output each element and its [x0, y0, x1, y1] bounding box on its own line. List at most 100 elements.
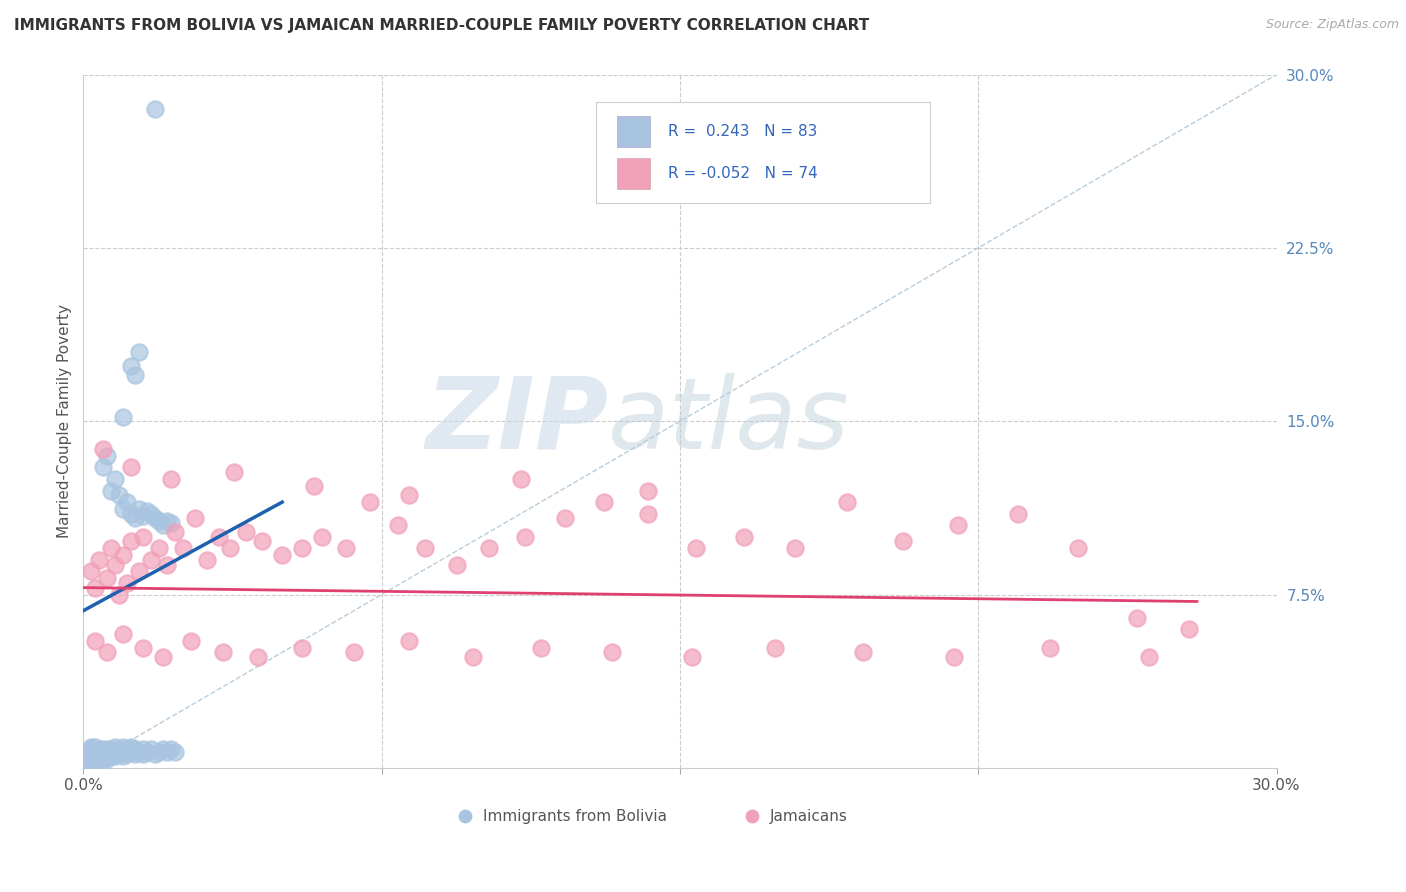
Point: [252, 534, 274, 549]
Point: [143, 102, 166, 116]
Point: [530, 640, 553, 655]
Point: [172, 541, 194, 556]
FancyBboxPatch shape: [596, 103, 931, 202]
Point: [685, 541, 707, 556]
Point: [136, 504, 159, 518]
Point: [84, 581, 107, 595]
Point: [84, 754, 107, 768]
Point: [84, 752, 107, 766]
Point: [637, 507, 659, 521]
Point: [124, 368, 146, 382]
Point: [91, 747, 114, 761]
Point: [100, 541, 122, 556]
Point: [159, 472, 181, 486]
Point: [84, 747, 107, 761]
Point: [156, 745, 179, 759]
Point: [100, 749, 122, 764]
Point: [120, 460, 142, 475]
Point: [891, 534, 914, 549]
Point: [120, 359, 142, 373]
Y-axis label: Married-Couple Family Poverty: Married-Couple Family Poverty: [58, 304, 72, 538]
Point: [478, 541, 501, 556]
Point: [1007, 507, 1029, 521]
Point: [219, 541, 242, 556]
Point: [1137, 650, 1160, 665]
Point: [852, 645, 875, 659]
Point: [84, 745, 107, 759]
Point: [96, 752, 118, 766]
Point: [108, 588, 131, 602]
Point: [80, 745, 103, 759]
Point: [84, 749, 107, 764]
Point: [115, 576, 138, 591]
Point: [554, 511, 576, 525]
Point: [163, 525, 186, 540]
Point: [96, 449, 118, 463]
Point: [115, 747, 138, 761]
Point: [112, 548, 135, 562]
Point: [120, 745, 142, 759]
Text: Jamaicans: Jamaicans: [769, 809, 848, 824]
Point: [112, 409, 135, 424]
Point: [91, 749, 114, 764]
Point: [104, 745, 127, 759]
Point: [785, 541, 807, 556]
Point: [91, 442, 114, 456]
Point: [96, 745, 118, 759]
Point: [835, 495, 858, 509]
Point: [195, 553, 218, 567]
Point: [120, 740, 142, 755]
Point: [115, 495, 138, 509]
Point: [76, 754, 98, 768]
Point: [1066, 541, 1088, 556]
Point: [247, 650, 270, 665]
Point: [152, 650, 174, 665]
Point: [80, 752, 103, 766]
Point: [271, 548, 294, 562]
Point: [91, 742, 114, 756]
Point: [132, 508, 155, 523]
Point: [359, 495, 381, 509]
Point: [89, 553, 111, 567]
Point: [311, 530, 333, 544]
Point: [224, 465, 246, 479]
Text: ZIP: ZIP: [426, 373, 609, 470]
Text: R =  0.243   N = 83: R = 0.243 N = 83: [668, 124, 817, 139]
Point: [84, 633, 107, 648]
Point: [112, 502, 135, 516]
Point: [124, 747, 146, 761]
Point: [343, 645, 366, 659]
Text: Source: ZipAtlas.com: Source: ZipAtlas.com: [1265, 18, 1399, 31]
Point: [112, 745, 135, 759]
Point: [108, 488, 131, 502]
Point: [128, 502, 150, 516]
Point: [76, 749, 98, 764]
Point: [96, 749, 118, 764]
Point: [120, 507, 142, 521]
Point: [104, 749, 127, 764]
Point: [398, 633, 420, 648]
Point: [91, 745, 114, 759]
Point: [387, 518, 409, 533]
Point: [159, 742, 181, 756]
Point: [509, 472, 531, 486]
Point: [112, 749, 135, 764]
Bar: [617, 158, 650, 189]
Point: [637, 483, 659, 498]
Point: [104, 558, 127, 572]
Point: [143, 747, 166, 761]
Point: [302, 479, 325, 493]
Point: [80, 740, 103, 755]
Point: [89, 742, 111, 756]
Point: [1178, 622, 1201, 636]
Point: [136, 745, 159, 759]
Point: [89, 752, 111, 766]
Point: [156, 558, 179, 572]
Text: atlas: atlas: [609, 373, 851, 470]
Point: [80, 747, 103, 761]
Text: Immigrants from Bolivia: Immigrants from Bolivia: [484, 809, 666, 824]
Point: [446, 558, 468, 572]
Point: [211, 645, 233, 659]
Point: [100, 742, 122, 756]
Point: [235, 525, 257, 540]
